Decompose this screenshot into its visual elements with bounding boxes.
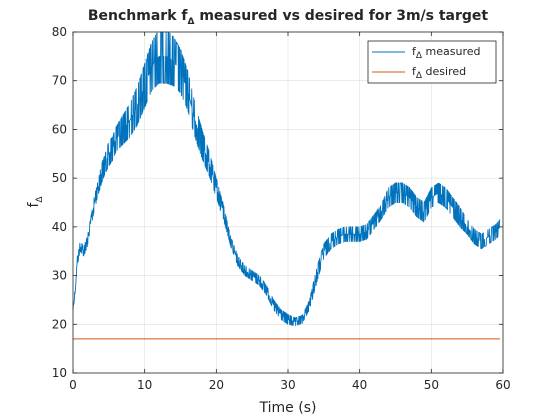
chart-title: Benchmark fΔ measured vs desired for 3m/… (88, 8, 489, 27)
y-tick-label: 10 (52, 366, 67, 380)
y-tick-label: 50 (52, 171, 67, 185)
x-tick-label: 30 (280, 378, 295, 392)
y-tick-label: 70 (52, 74, 67, 88)
x-tick-label: 50 (424, 378, 439, 392)
x-tick-label: 40 (352, 378, 367, 392)
series-layer (72, 31, 501, 340)
y-tick-label: 20 (52, 317, 67, 331)
y-tick-label: 40 (52, 220, 67, 234)
y-tick-label: 60 (52, 122, 67, 136)
y-axis-label: fΔ (26, 196, 45, 208)
y-tick-label: 80 (52, 25, 67, 39)
x-axis-label: Time (s) (259, 400, 317, 416)
x-tick-label: 0 (69, 378, 77, 392)
x-tick-label: 10 (137, 378, 152, 392)
x-tick-label: 20 (209, 378, 224, 392)
legend-entry-desired: fΔ desired (412, 65, 466, 81)
legend: fΔ measured fΔ desired (367, 40, 497, 84)
x-ticks: 0 10 20 30 40 50 60 (69, 32, 511, 392)
series-measured-line (72, 31, 501, 327)
y-tick-label: 30 (52, 269, 67, 283)
x-tick-label: 60 (495, 378, 510, 392)
y-ticks: 10 20 30 40 50 60 70 80 (52, 25, 503, 380)
legend-box (367, 40, 497, 84)
legend-entry-measured: fΔ measured (412, 45, 481, 61)
